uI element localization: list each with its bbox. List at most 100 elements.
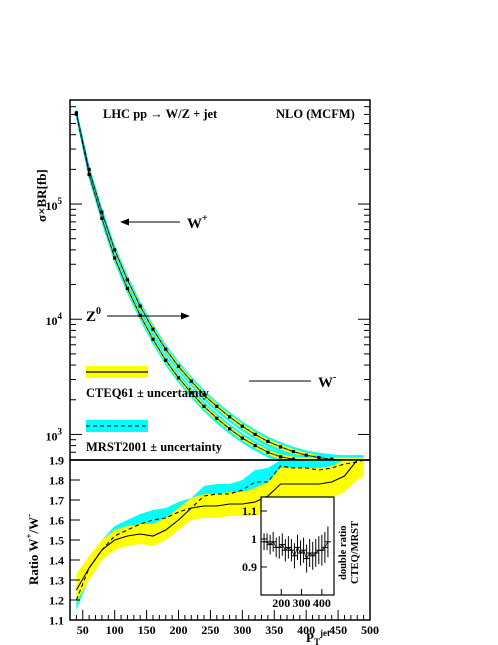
y-tick-label: 104 (46, 311, 63, 328)
marker-W+ (330, 457, 334, 461)
ratio-x-axis-label-main: P (306, 630, 314, 645)
marker-W- (74, 112, 78, 116)
marker-W- (87, 173, 91, 177)
marker-W- (164, 358, 168, 362)
marker-W+ (100, 210, 104, 214)
ratio-x-axis-label-sub: T (314, 637, 320, 645)
marker-W- (189, 391, 193, 395)
ratio-line-CTEQ61 (75, 459, 364, 591)
ratio-y-axis-label-mid: /W (26, 517, 41, 535)
inset-y-tick-label: 1.1 (242, 504, 257, 518)
ratio-y-tick-label: 1.1 (49, 614, 64, 628)
marker-W- (240, 436, 244, 440)
annotation-wminus-main: W (318, 375, 333, 391)
ratio-series-lines (75, 459, 364, 601)
marker-W+ (164, 347, 168, 351)
annotation-z0-label: Z0 (86, 306, 101, 325)
ratio-y-tick-label: 1.4 (49, 554, 64, 568)
x-tick-label: 500 (361, 623, 379, 637)
ratio-y-tick-label: 1.9 (49, 454, 64, 468)
y-tick-exponent: 4 (58, 311, 63, 321)
marker-W+ (240, 424, 244, 428)
ratio-y-tick-label: 1.5 (49, 534, 64, 548)
x-tick-label: 400 (297, 623, 315, 637)
inset-frame (260, 496, 335, 596)
marker-W+ (138, 304, 142, 308)
arrow-z0-head (181, 312, 190, 320)
marker-W- (113, 256, 117, 260)
annotation-wplus-label: W+ (187, 213, 208, 232)
marker-W+ (304, 453, 308, 457)
marker-W+ (113, 248, 117, 252)
y-tick-label: 103 (46, 426, 63, 443)
annotation-wminus-label: W- (318, 372, 336, 391)
x-tick-label: 100 (106, 623, 124, 637)
x-tick-label: 300 (233, 623, 251, 637)
annotation-z0: Z0 (86, 306, 190, 325)
ratio-y-tick-label: 1.6 (49, 514, 64, 528)
inset-y-label-line1: double ratio (338, 525, 349, 580)
y-tick-base: 10 (46, 429, 58, 443)
x-tick-label: 200 (170, 623, 188, 637)
inset-connecting-line (264, 541, 329, 560)
x-tick-label: 450 (329, 623, 347, 637)
ratio-y-axis-label: Ratio W+/W- (24, 514, 41, 585)
inset-y-label-line2: CTEQ/MRST (350, 521, 361, 584)
inset-y-ticks: 0.9 1 1.1 (242, 504, 267, 574)
annotation-wminus-sup: - (333, 372, 336, 383)
marker-W+ (317, 456, 321, 460)
x-tick-label: 150 (138, 623, 156, 637)
ratio-band-CTEQ61 (76, 460, 364, 602)
band-W+ (76, 108, 364, 466)
ratio-y-ticks: 1.1 1.2 1.3 1.4 1.5 1.6 1.7 1.8 1.9 (49, 454, 80, 628)
marker-W+ (125, 278, 129, 282)
ratio-uncertainty-bands (76, 460, 364, 610)
x-tick-label: 350 (265, 623, 283, 637)
marker-W- (279, 455, 283, 459)
annotation-wplus-main: W (187, 216, 202, 232)
top-uncertainty-bands (76, 108, 364, 466)
y-tick-label: 105 (46, 196, 63, 213)
marker-W- (266, 450, 270, 454)
marker-W+ (266, 439, 270, 443)
marker-W+ (228, 415, 232, 419)
marker-W- (215, 416, 219, 420)
top-data-markers (74, 111, 334, 461)
marker-W- (100, 216, 104, 220)
marker-W- (202, 404, 206, 408)
marker-W+ (202, 393, 206, 397)
y-tick-exponent: 5 (58, 196, 63, 206)
marker-W- (253, 444, 257, 448)
ratio-y-tick-label: 1.8 (49, 474, 64, 488)
x-tick-label: 250 (201, 623, 219, 637)
inset-x-tick-label: 200 (272, 596, 290, 610)
ratio-panel: 50 100 150 200 250 300 350 400 450 500 1.11.21.31… (24, 454, 379, 645)
inset-y-tick-label: 0.9 (242, 560, 257, 574)
y-tick-base: 10 (46, 199, 58, 213)
legend-cteq-label: CTEQ61 ± uncertainty (86, 386, 210, 400)
ratio-line-MRST2001 (75, 459, 364, 601)
arrow-wplus-head (120, 218, 129, 226)
ratio-x-axis-label-sup: jet (319, 628, 330, 638)
marker-W+ (215, 404, 219, 408)
marker-W- (176, 376, 181, 380)
marker-W+ (176, 364, 181, 368)
marker-W+ (291, 450, 295, 454)
ratio-y-axis-label-sup2: - (24, 514, 34, 517)
marker-W- (151, 337, 155, 341)
dashed-line-W+ (75, 112, 364, 461)
annotation-wplus: W+ (120, 213, 208, 232)
inset-x-tick-label: 400 (313, 596, 331, 610)
marker-W- (138, 313, 142, 317)
marker-W+ (74, 111, 78, 115)
marker-W- (228, 427, 232, 431)
top-title-left: LHC pp → W/Z + jet (103, 107, 218, 121)
legend-mrst-label: MRST2001 ± uncertainty (86, 440, 223, 454)
inner-band-W+ (76, 110, 364, 463)
ratio-y-axis-label-sup1: + (24, 534, 34, 539)
marker-W+ (189, 379, 193, 383)
inset-y-tick-label: 1 (251, 532, 257, 546)
double-ratio-inset: 200 300 400 0.9 1 1.1 double ratio CTEQ/MRST (242, 496, 361, 610)
